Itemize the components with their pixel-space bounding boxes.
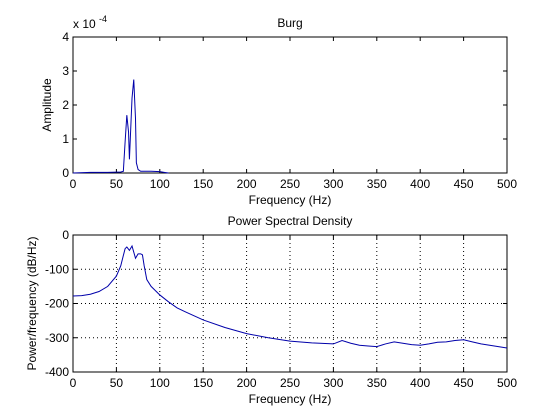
- burg-y-tick-label: 0: [62, 166, 69, 180]
- burg-x-tick-label: 50: [110, 177, 124, 191]
- psd-y-tick-label: -200: [45, 297, 69, 311]
- burg-y-tick-label: 2: [62, 98, 69, 112]
- psd-series-line: [72, 244, 508, 349]
- burg-y-tick-label: 3: [62, 64, 69, 78]
- psd-x-tick-label: 250: [280, 376, 300, 390]
- psd-x-tick-label: 500: [497, 376, 517, 390]
- burg-subplot: 0 50 100 150 200 250 300 350 400 450 500 0 1 2 3 4 Burg…: [40, 14, 517, 207]
- psd-x-tick-label: 300: [323, 376, 343, 390]
- psd-x-tick-label: 50: [110, 376, 124, 390]
- burg-x-tick-label: 100: [150, 177, 170, 191]
- burg-x-tick-label: 250: [280, 177, 300, 191]
- psd-y-tick-label: -100: [45, 262, 69, 276]
- burg-ticks: 0 50 100 150 200 250 300 350 400 450 500 0 1 2 3 4: [62, 30, 517, 191]
- burg-x-tick-label: 0: [70, 177, 77, 191]
- burg-y-axis-label: Amplitude: [40, 78, 54, 132]
- burg-x-axis-label: Frequency (Hz): [249, 193, 332, 207]
- psd-x-tick-label: 400: [410, 376, 430, 390]
- burg-x-tick-label: 300: [323, 177, 343, 191]
- burg-y-tick-label: 4: [62, 30, 69, 44]
- burg-x-tick-label: 150: [193, 177, 213, 191]
- psd-x-tick-label: 150: [193, 376, 213, 390]
- burg-title: Burg: [277, 16, 302, 30]
- burg-x-tick-label: 500: [497, 177, 517, 191]
- psd-x-tick-label: 350: [367, 376, 387, 390]
- psd-x-tick-label: 200: [237, 376, 257, 390]
- psd-title: Power Spectral Density: [228, 214, 353, 228]
- psd-x-tick-label: 100: [150, 376, 170, 390]
- psd-y-tick-label: -400: [45, 365, 69, 379]
- burg-y-tick-label: 1: [62, 132, 69, 146]
- psd-x-tick-label: 0: [70, 376, 77, 390]
- burg-x-tick-label: 200: [237, 177, 257, 191]
- burg-series-line: [72, 79, 169, 174]
- psd-y-tick-label: -300: [45, 331, 69, 345]
- psd-y-tick-label: 0: [62, 228, 69, 242]
- burg-axes-frame: [72, 36, 508, 174]
- burg-x-tick-label: 400: [410, 177, 430, 191]
- psd-subplot: 0 50 100 150 200 250 300 350 400 450 500 0 -100 -200 -…: [25, 214, 517, 406]
- psd-x-tick-label: 450: [454, 376, 474, 390]
- burg-y-exponent-base: x 10: [73, 17, 96, 31]
- psd-y-axis-label: Power/frequency (dB/Hz): [25, 236, 39, 370]
- psd-x-axis-label: Frequency (Hz): [249, 392, 332, 406]
- burg-y-exponent-label: x 10 -4: [73, 14, 107, 31]
- burg-y-exponent-power: -4: [99, 14, 107, 24]
- psd-grid: [73, 235, 507, 372]
- psd-ticks: 0 50 100 150 200 250 300 350 400 450 500 0 -100 -200 -…: [45, 228, 517, 390]
- burg-x-tick-label: 350: [367, 177, 387, 191]
- burg-x-tick-label: 450: [454, 177, 474, 191]
